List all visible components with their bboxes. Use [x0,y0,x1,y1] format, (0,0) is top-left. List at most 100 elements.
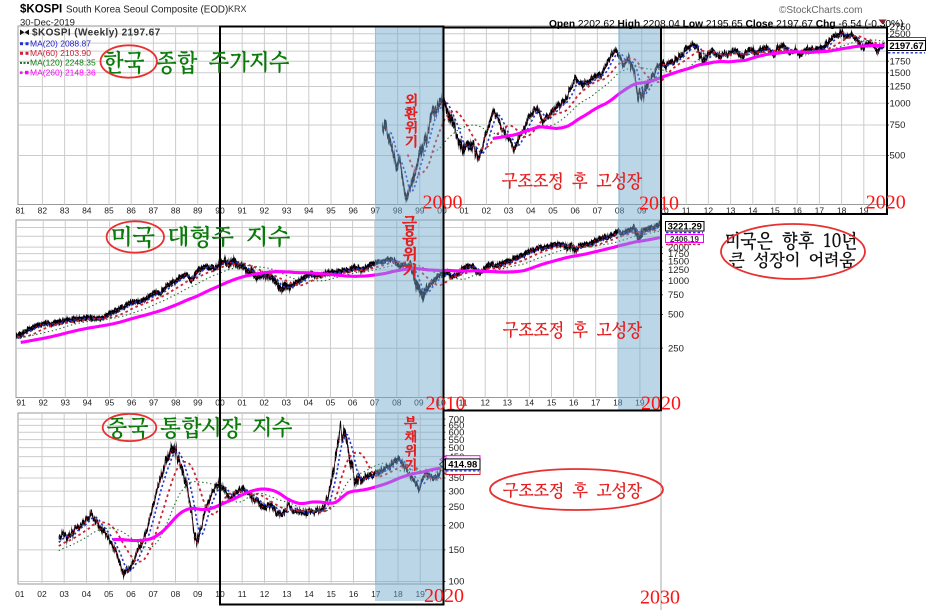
svg-text:200: 200 [449,521,465,532]
svg-text:19: 19 [635,398,645,408]
svg-text:14: 14 [304,589,314,599]
svg-text:350: 350 [449,473,465,484]
svg-text:85: 85 [104,206,114,216]
svg-text:300: 300 [449,486,465,497]
svg-text:04: 04 [82,589,92,599]
svg-text:00: 00 [437,206,447,216]
svg-text:08: 08 [392,398,402,408]
svg-text:16: 16 [349,589,359,599]
svg-text:2500: 2500 [890,29,911,40]
svg-text:11: 11 [238,589,247,599]
svg-text:2030: 2030 [640,587,680,609]
svg-text:1500: 1500 [890,68,911,79]
svg-text:16: 16 [792,206,802,216]
svg-text:92: 92 [38,398,48,408]
svg-text:81: 81 [15,206,25,216]
svg-text:08: 08 [171,589,181,599]
svg-text:MA(20) 2088.87: MA(20) 2088.87 [30,38,91,48]
svg-text:650: 650 [449,421,465,432]
svg-text:12: 12 [480,398,490,408]
svg-text:98: 98 [393,206,403,216]
svg-text:$KOSPI: $KOSPI [20,4,62,16]
svg-text:98: 98 [171,398,181,408]
svg-text:15: 15 [326,589,336,599]
svg-text:95: 95 [326,206,336,216]
svg-text:07: 07 [370,398,380,408]
svg-text:99: 99 [193,398,203,408]
svg-text:07: 07 [148,589,158,599]
svg-text:99: 99 [415,206,425,216]
svg-text:414.98: 414.98 [448,460,477,471]
svg-text:750: 750 [668,290,684,301]
svg-text:11: 11 [682,206,691,216]
svg-text:16: 16 [569,398,579,408]
svg-text:1000: 1000 [668,276,689,287]
svg-text:2000: 2000 [423,192,463,214]
svg-text:93: 93 [282,206,292,216]
svg-text:02: 02 [37,589,47,599]
svg-text:01: 01 [15,589,25,599]
svg-text:13: 13 [726,206,736,216]
svg-text:700: 700 [449,414,465,425]
svg-text:04: 04 [304,398,314,408]
svg-text:82: 82 [38,206,48,216]
svg-text:500: 500 [449,443,465,454]
svg-text:01: 01 [237,398,247,408]
svg-text:1750: 1750 [668,249,689,260]
svg-text:83: 83 [60,206,70,216]
svg-text:MA(60) 2103.90: MA(60) 2103.90 [30,48,91,58]
svg-text:©StockCharts.com: ©StockCharts.com [779,5,863,16]
svg-text:KRX: KRX [228,4,247,14]
svg-text:1000: 1000 [890,99,911,110]
svg-text:01: 01 [459,206,469,216]
svg-text:05: 05 [548,206,558,216]
svg-text:84: 84 [82,206,92,216]
svg-text:10: 10 [659,206,669,216]
svg-text:09: 09 [637,206,647,216]
svg-text:91: 91 [237,206,247,216]
svg-text:97: 97 [371,206,381,216]
svg-text:17: 17 [591,398,601,408]
svg-text:2406.19: 2406.19 [670,235,699,244]
svg-text:93: 93 [61,398,71,408]
svg-text:86: 86 [126,206,136,216]
svg-text:07: 07 [593,206,603,216]
svg-text:95: 95 [105,398,115,408]
svg-text:05: 05 [326,398,336,408]
svg-text:550: 550 [449,435,465,446]
svg-text:92: 92 [260,206,270,216]
svg-text:Open 2202.62 High 2208.04 Low: Open 2202.62 High 2208.04 Low 2195.65 Cl… [549,19,904,30]
svg-text:11: 11 [459,398,468,408]
svg-text:100: 100 [449,577,465,588]
svg-text:2010: 2010 [426,393,466,415]
svg-text:30-Dec-2019: 30-Dec-2019 [20,18,75,29]
svg-text:2020: 2020 [866,192,906,214]
svg-text:94: 94 [304,206,314,216]
svg-text:$KOSPI (Weekly) 2197.67: $KOSPI (Weekly) 2197.67 [32,28,161,39]
svg-text:09: 09 [414,398,424,408]
svg-text:15: 15 [770,206,780,216]
svg-text:96: 96 [127,398,137,408]
svg-text:02: 02 [482,206,492,216]
svg-text:91: 91 [16,398,26,408]
svg-text:750: 750 [890,120,906,131]
svg-text:3221.29: 3221.29 [668,222,702,233]
svg-text:18: 18 [837,206,847,216]
svg-text:94: 94 [83,398,93,408]
svg-text:600: 600 [449,427,465,438]
svg-text:03: 03 [504,206,514,216]
svg-text:MA(260) 2148.36: MA(260) 2148.36 [30,67,96,77]
svg-text:2010: 2010 [639,193,679,215]
svg-text:1250: 1250 [668,265,689,276]
svg-text:89: 89 [193,206,203,216]
svg-text:04: 04 [526,206,536,216]
svg-text:13: 13 [503,398,513,408]
svg-text:19: 19 [859,206,869,216]
svg-text:88: 88 [171,206,181,216]
svg-text:10: 10 [436,398,446,408]
svg-text:18: 18 [393,589,403,599]
svg-text:08: 08 [615,206,625,216]
svg-text:MA(120) 2248.35: MA(120) 2248.35 [30,58,96,68]
svg-text:12: 12 [704,206,714,216]
svg-text:96: 96 [348,206,358,216]
